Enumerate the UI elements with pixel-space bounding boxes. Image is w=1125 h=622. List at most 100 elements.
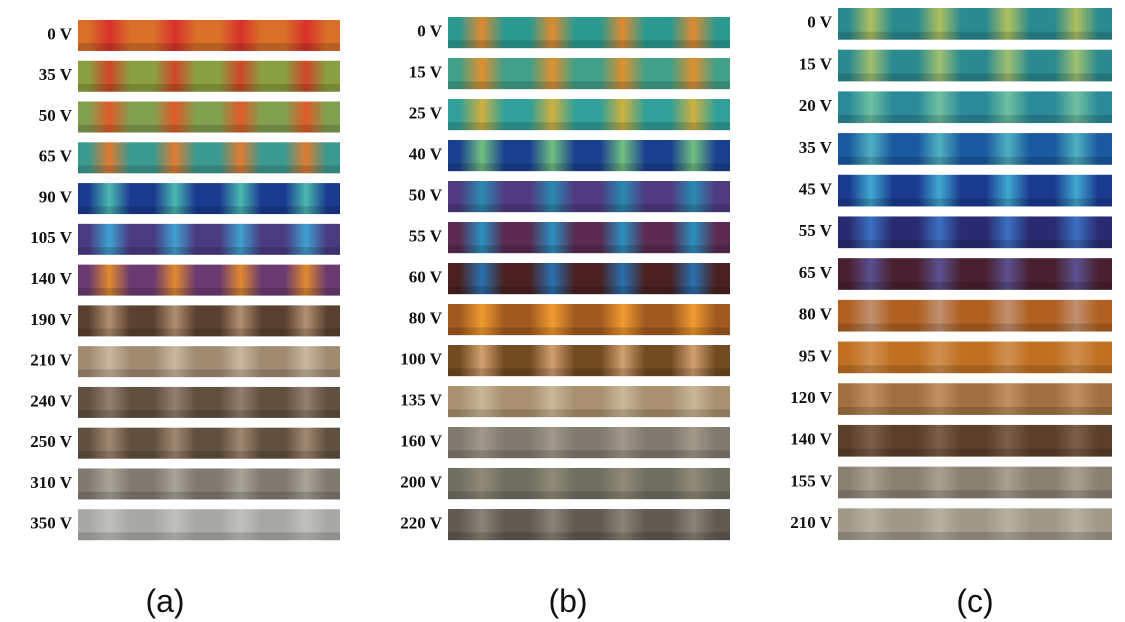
voltage-label: 90 V [39, 187, 73, 206]
voltage-label: 25 V [409, 103, 443, 122]
strip-shade [78, 247, 340, 255]
strip-shade [78, 532, 340, 541]
image-strip [78, 468, 340, 500]
image-strip [78, 101, 340, 133]
voltage-label: 120 V [790, 388, 832, 407]
image-strip [78, 223, 340, 255]
voltage-label: 35 V [39, 65, 73, 84]
image-strip [838, 424, 1112, 457]
strip-shade [78, 206, 340, 215]
image-strip [448, 386, 730, 418]
strip-shade [78, 369, 340, 378]
image-strip [448, 304, 730, 336]
panel: 0 V 35 V 50 V 65 V 90 V 105 V 140 V 190 V 210 V 2… [30, 20, 340, 619]
image-strip [448, 509, 730, 541]
strip-shade [448, 204, 730, 213]
voltage-label: 35 V [799, 138, 833, 157]
voltage-label: 190 V [30, 310, 72, 329]
voltage-label: 200 V [400, 472, 442, 491]
voltage-label: 220 V [400, 513, 442, 532]
voltage-label: 50 V [409, 185, 443, 204]
strip-shade [78, 410, 340, 418]
voltage-label: 350 V [30, 514, 72, 533]
strip-shade [448, 327, 730, 336]
image-strip [448, 345, 730, 377]
strip-shade [838, 490, 1112, 499]
image-strip [448, 58, 730, 90]
strip-shade [78, 450, 340, 459]
image-strip [838, 91, 1112, 124]
voltage-label: 100 V [400, 349, 442, 368]
voltage-label: 55 V [409, 226, 443, 245]
image-strip [838, 508, 1112, 540]
voltage-label: 65 V [39, 147, 73, 166]
voltage-label: 210 V [30, 351, 72, 370]
image-strip [838, 8, 1112, 40]
strip-shade [838, 365, 1112, 374]
strip-shade [448, 409, 730, 418]
panel-caption: (c) [956, 583, 993, 619]
panel: 0 V 15 V 25 V 40 V 50 V 55 V 60 V 80 V 100 V 135 … [400, 17, 730, 619]
voltage-label: 210 V [790, 513, 832, 532]
image-strip [838, 299, 1112, 332]
image-strip [838, 383, 1112, 415]
voltage-label: 15 V [799, 54, 833, 73]
voltage-label: 0 V [47, 24, 72, 43]
strip-shade [838, 240, 1112, 249]
strip-shade [78, 124, 340, 133]
voltage-label: 80 V [799, 305, 833, 324]
strip-shade [448, 491, 730, 500]
voltage-label: 140 V [790, 430, 832, 449]
image-strip [838, 49, 1112, 82]
strip-shade [838, 115, 1112, 124]
voltage-label: 0 V [417, 21, 442, 40]
strip-shade [838, 281, 1112, 290]
image-strip [448, 222, 730, 254]
image-strip [838, 133, 1112, 165]
strip-shade [838, 323, 1112, 332]
image-strip [78, 60, 340, 92]
strip-shade [838, 532, 1112, 540]
strip-shade [838, 73, 1112, 82]
voltage-label: 140 V [30, 269, 72, 288]
strip-shade [78, 43, 340, 51]
voltage-label: 20 V [799, 96, 833, 115]
strip-shade [78, 165, 340, 174]
strip-shade [838, 406, 1112, 415]
image-strip [78, 346, 340, 378]
image-strip [448, 99, 730, 131]
strip-shade [78, 491, 340, 500]
image-strip [448, 17, 730, 49]
strip-shade [78, 84, 340, 92]
voltage-label: 40 V [409, 144, 443, 163]
panel-caption: (b) [548, 583, 587, 619]
image-strip [78, 20, 340, 51]
strip-shade [838, 31, 1112, 40]
image-strip [838, 216, 1112, 249]
strip-shade [838, 156, 1112, 165]
image-strip [448, 263, 730, 295]
panel-caption: (a) [145, 583, 184, 619]
strip-shade [448, 286, 730, 295]
image-strip [78, 183, 340, 215]
strip-shade [838, 448, 1112, 457]
voltage-label: 55 V [799, 221, 833, 240]
voltage-label: 15 V [409, 62, 443, 81]
image-strip [838, 174, 1112, 207]
image-strip [448, 427, 730, 459]
voltage-label: 250 V [30, 432, 72, 451]
voltage-label: 135 V [400, 390, 442, 409]
strip-shade [838, 198, 1112, 207]
strip-shade [448, 163, 730, 172]
voltage-label: 0 V [807, 13, 832, 32]
voltage-label: 65 V [799, 263, 833, 282]
voltage-label: 60 V [409, 267, 443, 286]
strip-shade [448, 532, 730, 541]
voltage-label: 155 V [790, 471, 832, 490]
image-strip [78, 509, 340, 541]
image-strip [448, 181, 730, 213]
strip-shade [78, 328, 340, 337]
image-strip [78, 142, 340, 174]
image-strip [838, 466, 1112, 499]
